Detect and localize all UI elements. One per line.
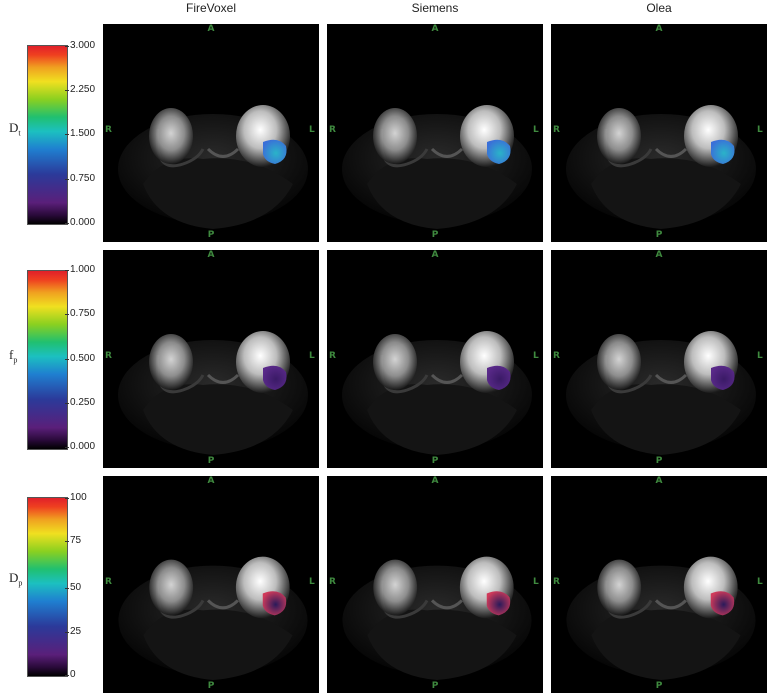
mri-panel-fp-olea: A P R L	[551, 250, 767, 468]
orientation-label-top: A	[431, 250, 439, 260]
mri-panel-dp-siemens: A P R L	[327, 476, 543, 693]
tick-label: 0.500	[64, 353, 96, 364]
orientation-label-left: R	[105, 576, 112, 587]
tick-label: 0.750	[64, 173, 96, 184]
orientation-label-top: A	[655, 476, 663, 486]
orientation-label-bottom: P	[431, 230, 439, 240]
orientation-label-right: L	[533, 576, 539, 587]
orientation-label-left: R	[329, 351, 336, 361]
colorbar-fp: fp 1.000 0.750 0.500 0.250 0.000	[0, 263, 100, 453]
orientation-label-right: L	[309, 351, 315, 361]
orientation-label-bottom: P	[431, 456, 439, 466]
orientation-label-top: A	[655, 24, 663, 34]
orientation-label-left: R	[553, 125, 560, 135]
tick-label: 2.250	[64, 84, 96, 95]
tick-label: 50	[64, 582, 82, 593]
orientation-label-right: L	[533, 125, 539, 135]
orientation-label-bottom: P	[431, 681, 439, 691]
tick-label: 25	[64, 626, 82, 637]
mri-panel-dp-olea: A P R L	[551, 476, 767, 693]
orientation-label-right: L	[757, 125, 763, 135]
orientation-label-bottom: P	[655, 230, 663, 240]
orientation-label-bottom: P	[655, 456, 663, 466]
orientation-label-top: A	[655, 250, 663, 260]
orientation-label-top: A	[431, 476, 439, 486]
tick-label: 100	[65, 492, 87, 503]
orientation-label-top: A	[431, 24, 439, 34]
orientation-label-left: R	[553, 351, 560, 361]
param-label-fp: fp	[9, 347, 18, 365]
orientation-label-left: R	[105, 351, 112, 361]
mri-panel-fp-siemens: A P R L	[327, 250, 543, 468]
colorbar-dt: Dt 3.000 2.250 1.500 0.750 0.000	[0, 38, 100, 228]
orientation-label-top: A	[207, 250, 215, 260]
orientation-label-top: A	[207, 476, 215, 486]
orientation-label-right: L	[533, 351, 539, 361]
colorbar-dp: Dp 100 75 50 25 0	[0, 490, 100, 680]
tick-label: 0.750	[64, 308, 96, 319]
orientation-label-right: L	[757, 576, 763, 587]
orientation-label-right: L	[757, 351, 763, 361]
mri-panel-dt-firevoxel: A P R L	[103, 24, 319, 242]
tick-label: 0.000	[64, 441, 96, 452]
orientation-label-right: L	[309, 125, 315, 135]
mri-panel-dt-siemens: A P R L	[327, 24, 543, 242]
tick-label: 0.250	[64, 397, 96, 408]
mri-panel-fp-firevoxel: A P R L	[103, 250, 319, 468]
column-title-olea: Olea	[646, 1, 672, 15]
tick-label: 75	[64, 535, 82, 546]
orientation-label-bottom: P	[207, 230, 215, 240]
column-title-firevoxel: FireVoxel	[185, 1, 237, 15]
column-title-siemens: Siemens	[411, 1, 459, 15]
orientation-label-top: A	[207, 24, 215, 34]
tick-label: 1.500	[64, 128, 96, 139]
tick-label: 3.000	[64, 40, 96, 51]
tick-label: 0	[65, 669, 76, 680]
mri-panel-dp-firevoxel: A P R L	[103, 476, 319, 693]
orientation-label-right: L	[309, 576, 315, 587]
orientation-label-left: R	[105, 125, 112, 135]
param-label-dp: Dp	[9, 570, 23, 588]
orientation-label-left: R	[553, 576, 560, 587]
orientation-label-bottom: P	[207, 456, 215, 466]
tick-label: 0.000	[64, 217, 96, 228]
mri-panel-dt-olea: A P R L	[551, 24, 767, 242]
orientation-label-bottom: P	[655, 681, 663, 691]
orientation-label-left: R	[329, 125, 336, 135]
tick-label: 1.000	[64, 264, 96, 275]
orientation-label-bottom: P	[207, 681, 215, 691]
param-label-dt: Dt	[9, 120, 21, 138]
orientation-label-left: R	[329, 576, 336, 587]
